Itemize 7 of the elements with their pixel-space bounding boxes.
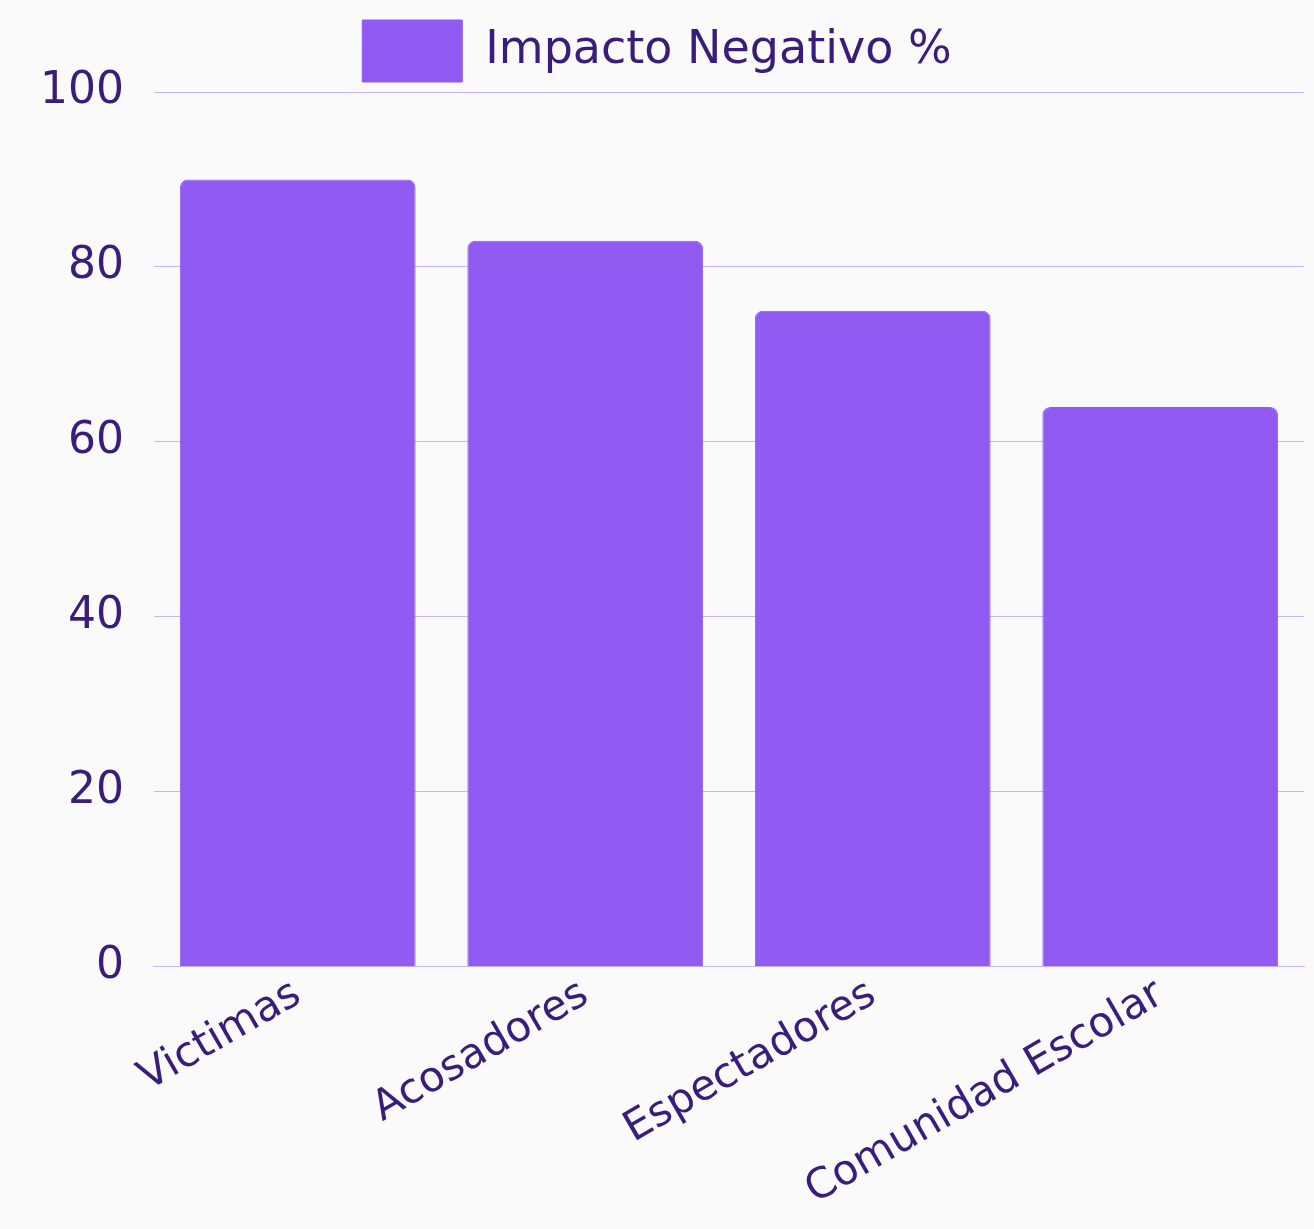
y-tick-label: 60 (67, 412, 124, 464)
y-tick-label: 0 (95, 937, 124, 989)
y-tick-label: 20 (67, 762, 124, 814)
legend-label: Impacto Negativo % (485, 19, 952, 74)
y-tick-label: 100 (40, 62, 124, 114)
y-tick-label: 40 (67, 587, 124, 639)
y-tick-label: 80 (67, 237, 124, 289)
